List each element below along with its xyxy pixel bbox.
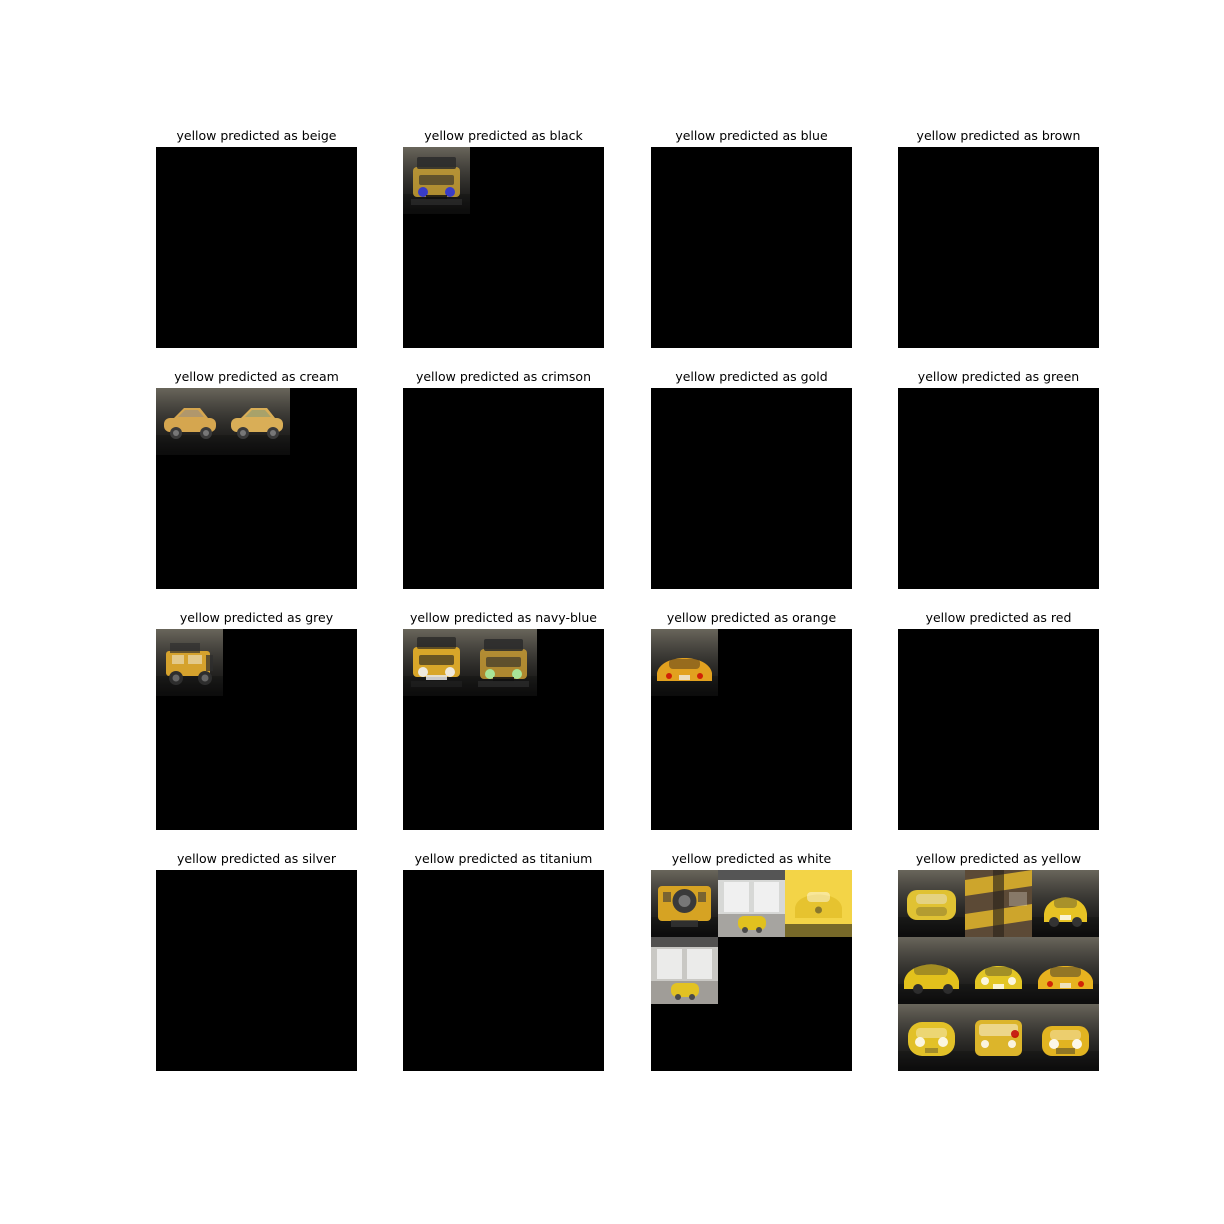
thumbnail-image xyxy=(1032,1004,1099,1071)
panel: yellow predicted as titanium xyxy=(403,851,604,1071)
panel: yellow predicted as grey xyxy=(156,610,357,830)
panel-title: yellow predicted as yellow xyxy=(915,851,1082,866)
panel-title: yellow predicted as orange xyxy=(666,610,837,625)
image-grid-area xyxy=(651,388,852,589)
panel-title: yellow predicted as silver xyxy=(177,851,336,866)
panel-title: yellow predicted as gold xyxy=(675,369,828,384)
thumbnail-image xyxy=(470,629,537,696)
panel-title: yellow predicted as crimson xyxy=(415,369,592,384)
image-grid-area xyxy=(651,629,852,830)
image-grid-area xyxy=(403,388,604,589)
panel-title: yellow predicted as brown xyxy=(916,128,1081,143)
image-grid-area xyxy=(651,870,852,1071)
panel: yellow predicted as blue xyxy=(651,128,852,348)
image-grid-area xyxy=(403,629,604,830)
panel: yellow predicted as red xyxy=(898,610,1099,830)
thumbnail-image xyxy=(156,629,223,696)
thumbnail-image xyxy=(1032,870,1099,937)
thumbnail-image xyxy=(651,937,718,1004)
image-grid-area xyxy=(156,147,357,348)
image-grid-area xyxy=(898,629,1099,830)
panel-title: yellow predicted as blue xyxy=(675,128,828,143)
thumbnail-image xyxy=(156,388,223,455)
thumbnail-image xyxy=(898,937,965,1004)
panel: yellow predicted as yellow xyxy=(898,851,1099,1071)
image-grid-area xyxy=(403,147,604,348)
panel-title: yellow predicted as grey xyxy=(179,610,334,625)
thumbnail-image xyxy=(403,629,470,696)
panel: yellow predicted as white xyxy=(651,851,852,1071)
thumbnail-image xyxy=(223,388,290,455)
panel: yellow predicted as silver xyxy=(156,851,357,1071)
panel: yellow predicted as orange xyxy=(651,610,852,830)
image-grid-area xyxy=(898,870,1099,1071)
image-grid-area xyxy=(156,629,357,830)
panel: yellow predicted as brown xyxy=(898,128,1099,348)
panel: yellow predicted as beige xyxy=(156,128,357,348)
panel-title: yellow predicted as black xyxy=(424,128,583,143)
panel-title: yellow predicted as titanium xyxy=(414,851,593,866)
thumbnail-image xyxy=(965,870,1032,937)
image-grid-area xyxy=(403,870,604,1071)
thumbnail-image xyxy=(651,629,718,696)
thumbnail-image xyxy=(898,1004,965,1071)
panel: yellow predicted as gold xyxy=(651,369,852,589)
panel-title: yellow predicted as cream xyxy=(174,369,339,384)
panel: yellow predicted as navy-blue xyxy=(403,610,604,830)
image-grid-area xyxy=(898,388,1099,589)
panel: yellow predicted as cream xyxy=(156,369,357,589)
panel: yellow predicted as green xyxy=(898,369,1099,589)
thumbnail-image xyxy=(965,937,1032,1004)
image-grid-area xyxy=(898,147,1099,348)
panel-title: yellow predicted as red xyxy=(925,610,1072,625)
thumbnail-image xyxy=(785,870,852,937)
panel-title: yellow predicted as beige xyxy=(176,128,337,143)
thumbnail-image xyxy=(718,870,785,937)
panel-title: yellow predicted as green xyxy=(917,369,1080,384)
panel-title: yellow predicted as navy-blue xyxy=(410,610,597,625)
thumbnail-image xyxy=(965,1004,1032,1071)
panel: yellow predicted as crimson xyxy=(403,369,604,589)
thumbnail-image xyxy=(1032,937,1099,1004)
panel-title: yellow predicted as white xyxy=(671,851,832,866)
image-grid-area xyxy=(156,388,357,589)
image-grid-area xyxy=(651,147,852,348)
thumbnail-image xyxy=(898,870,965,937)
thumbnail-image xyxy=(651,870,718,937)
panel: yellow predicted as black xyxy=(403,128,604,348)
image-grid-area xyxy=(156,870,357,1071)
thumbnail-image xyxy=(403,147,470,214)
